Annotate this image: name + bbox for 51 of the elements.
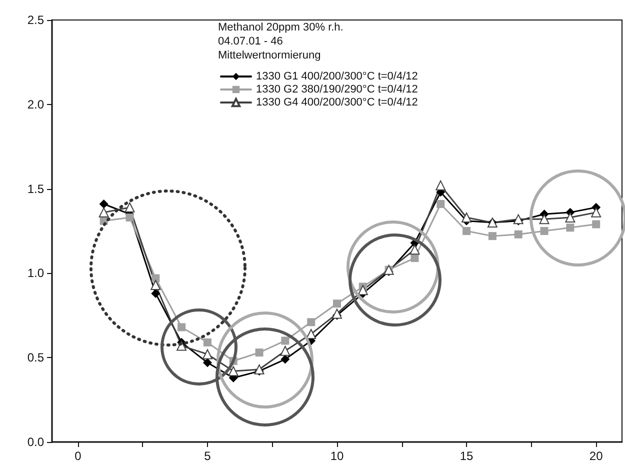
y-tick-label: 2.5: [27, 13, 44, 27]
point: [410, 254, 419, 262]
point: [333, 300, 341, 308]
x-tick-label: 0: [74, 449, 82, 463]
point: [228, 366, 238, 376]
point: [124, 202, 135, 212]
point: [178, 323, 186, 332]
annotation: 04.07.01 - 46: [218, 36, 283, 48]
point: [307, 318, 316, 326]
point: [592, 220, 600, 228]
point: [539, 214, 550, 224]
point: [280, 354, 290, 364]
point: [410, 244, 420, 255]
legend-label: 1330 G2 380/190/290°C t=0/4/12: [256, 84, 418, 96]
point: [566, 224, 574, 232]
point: [99, 199, 108, 208]
point: [540, 227, 548, 235]
y-tick-label: 0.0: [27, 435, 44, 449]
point: [462, 227, 471, 235]
point: [462, 212, 472, 222]
point: [306, 328, 316, 339]
point: [126, 213, 134, 222]
y-tick-label: 1.5: [27, 182, 44, 196]
y-tick-label: 0.5: [27, 350, 44, 365]
point: [98, 207, 109, 218]
x-tick-label: 20: [589, 449, 604, 463]
x-tick-label: 15: [460, 449, 474, 463]
point: [591, 207, 602, 218]
point: [202, 349, 212, 360]
annotation: Mittelwertnormierung: [218, 50, 321, 62]
point: [152, 274, 160, 282]
point: [255, 348, 264, 357]
point: [514, 230, 522, 238]
y-tick-label: 1.0: [27, 266, 44, 280]
legend-label: 1330 G4 400/200/300°C t=0/4/12: [256, 96, 418, 108]
point: [488, 232, 496, 240]
x-tick-label: 10: [330, 449, 344, 463]
point: [150, 280, 161, 290]
annotation: Methanol 20ppm 30% r.h.: [218, 22, 344, 34]
point: [281, 336, 290, 345]
point: [202, 358, 212, 368]
point: [436, 180, 446, 190]
x-tick-label: 5: [204, 449, 212, 463]
point: [280, 346, 290, 356]
point: [565, 212, 576, 222]
point: [436, 200, 445, 208]
point: [254, 364, 264, 374]
point: [358, 285, 368, 296]
point: [203, 338, 212, 346]
y-tick-label: 2.0: [27, 97, 44, 112]
legend-label: 1330 G1 400/200/300°C t=0/4/12: [256, 70, 418, 82]
